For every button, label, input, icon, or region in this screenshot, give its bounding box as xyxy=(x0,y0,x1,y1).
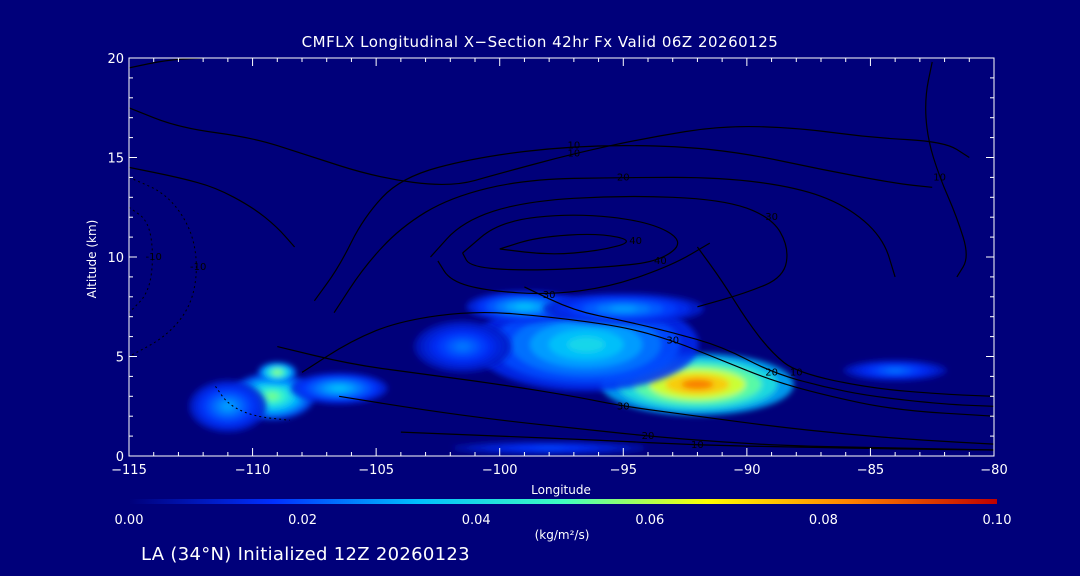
colorbar-tick-label: 0.06 xyxy=(635,513,664,528)
contour-line xyxy=(129,58,204,69)
contour-line xyxy=(696,246,994,397)
colorbar-tick-label: 0.00 xyxy=(115,513,144,528)
contour-line xyxy=(301,311,994,417)
contour-line xyxy=(129,166,296,248)
chart-title: CMFLX Longitudinal X−Section 42hr Fx Val… xyxy=(301,33,779,51)
axes-layer: −115 −110 −105 −100 −95 −90 −85 −80 0 5 10 15 20 xyxy=(107,52,1007,478)
x-tick-label: −85 xyxy=(857,463,884,478)
flux-blob xyxy=(414,320,511,373)
x-tick-label: −90 xyxy=(733,463,760,478)
contour-label: 10 xyxy=(691,440,704,451)
contour-label: 30 xyxy=(617,401,630,412)
contour-line xyxy=(499,233,627,255)
y-tick-label: 15 xyxy=(107,152,124,167)
colorbar-unit-label: (kg/m²/s) xyxy=(534,528,590,542)
contour-label: 30 xyxy=(543,290,556,301)
contour-line xyxy=(430,195,788,308)
x-axis-label: Longitude xyxy=(531,483,591,497)
contour-label: 40 xyxy=(629,236,642,247)
contour-label: 20 xyxy=(617,172,630,183)
y-tick-label: 0 xyxy=(116,450,124,465)
contour-label: -10 xyxy=(146,252,162,263)
init-time-footer: LA (34°N) Initialized 12Z 20260123 xyxy=(141,544,470,565)
contour-label: 30 xyxy=(765,212,778,223)
colorbar xyxy=(129,499,997,504)
colorbar-ticks: 0.00 0.02 0.04 0.06 0.08 0.10 xyxy=(115,513,1012,528)
contour-line xyxy=(313,144,933,302)
negative-contour-line xyxy=(129,206,153,314)
y-tick-label: 10 xyxy=(107,251,124,266)
x-tick-label: −100 xyxy=(482,463,518,478)
contour-line xyxy=(333,176,896,314)
x-tick-label: −95 xyxy=(610,463,637,478)
colorbar-tick-label: 0.04 xyxy=(462,513,491,528)
contour-label: 10 xyxy=(933,172,946,183)
flux-fill-layer xyxy=(189,291,947,455)
contour-label: 20 xyxy=(765,367,778,378)
flux-blob xyxy=(290,372,388,404)
x-tick-label: −80 xyxy=(980,463,1007,478)
flux-blob xyxy=(258,362,297,383)
contour-label: 10 xyxy=(567,141,580,152)
colorbar-tick-label: 0.02 xyxy=(288,513,317,528)
flux-blob xyxy=(452,441,646,455)
colorbar-tick-label: 0.08 xyxy=(809,513,838,528)
flux-blob xyxy=(601,353,794,416)
colorbar-tick-label: 0.10 xyxy=(983,513,1012,528)
y-tick-label: 5 xyxy=(116,351,124,366)
y-tick-label: 20 xyxy=(107,52,124,67)
x-tick-label: −110 xyxy=(235,463,271,478)
contour-label: 10 xyxy=(790,367,803,378)
x-tick-label: −115 xyxy=(111,463,147,478)
contour-line xyxy=(437,242,711,295)
contour-line xyxy=(400,431,994,451)
contour-line xyxy=(129,107,970,186)
negative-contour-line xyxy=(129,176,197,357)
contour-label: 40 xyxy=(654,256,667,267)
contour-label: 20 xyxy=(642,431,655,442)
contour-label: 30 xyxy=(666,336,679,347)
contour-line xyxy=(925,61,967,278)
flux-blob xyxy=(189,380,267,433)
x-tick-label: −105 xyxy=(358,463,394,478)
contour-label: 10 xyxy=(567,149,580,160)
flux-blob xyxy=(843,360,947,381)
flux-blob xyxy=(542,293,704,325)
contour-label: -10 xyxy=(190,262,206,273)
contour-line xyxy=(524,286,994,407)
contour-line xyxy=(277,346,994,445)
contour-line xyxy=(462,214,679,271)
contour-line xyxy=(339,395,994,451)
